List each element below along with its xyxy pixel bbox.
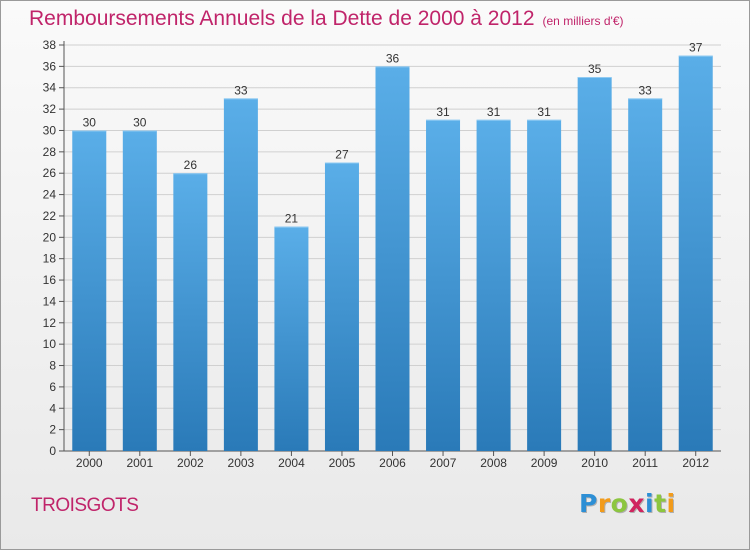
y-tick-label: 20 <box>43 230 57 244</box>
y-tick-label: 0 <box>49 444 56 458</box>
bar-2001 <box>122 130 157 451</box>
y-tick-label: 10 <box>43 337 57 351</box>
y-tick-label: 12 <box>43 316 57 330</box>
x-tick-label-2003: 2003 <box>228 456 255 470</box>
y-tick-label: 22 <box>43 209 57 223</box>
data-label-2008: 31 <box>487 105 501 119</box>
y-tick-label: 6 <box>49 380 56 394</box>
x-tick-label-2009: 2009 <box>531 456 558 470</box>
data-label-2012: 37 <box>689 41 703 55</box>
bar-2005 <box>324 162 359 452</box>
data-label-2006: 36 <box>386 51 400 65</box>
logo-letter: r <box>597 489 611 518</box>
x-tick-label-2011: 2011 <box>632 456 658 470</box>
data-label-2002: 26 <box>184 158 198 172</box>
chart-title: Remboursements Annuels de la Dette de 20… <box>29 7 624 31</box>
y-tick-label: 16 <box>43 273 57 287</box>
data-label-2005: 27 <box>335 148 349 162</box>
data-label-2004: 21 <box>285 212 299 226</box>
y-tick-label: 4 <box>49 401 56 415</box>
y-tick-label: 32 <box>43 102 57 116</box>
bar-2011 <box>628 98 663 451</box>
y-tick-label: 18 <box>43 252 57 266</box>
data-label-2003: 33 <box>234 83 248 97</box>
commune-name: TROISGOTS <box>31 495 139 516</box>
y-tick-label: 26 <box>43 166 57 180</box>
bar-2007 <box>426 119 461 451</box>
x-tick-label-2002: 2002 <box>177 456 204 470</box>
y-tick-label: 30 <box>43 123 57 137</box>
bar-2003 <box>223 98 258 451</box>
data-label-2001: 30 <box>133 115 147 129</box>
bar-2002 <box>173 173 208 452</box>
data-label-2000: 30 <box>83 115 97 129</box>
bar-2008 <box>476 119 511 451</box>
bar-2000 <box>72 130 107 451</box>
y-tick-label: 14 <box>43 294 57 308</box>
logo-letter: x <box>628 489 645 518</box>
logo-letter: o <box>610 489 629 518</box>
x-tick-label-2004: 2004 <box>278 456 305 470</box>
title-text: Remboursements Annuels de la Dette de 20… <box>29 7 535 30</box>
logo-letter: t <box>654 489 667 518</box>
x-tick-label-2008: 2008 <box>480 456 507 470</box>
data-label-2007: 31 <box>436 105 450 119</box>
proxiti-logo[interactable]: Proxiti <box>579 489 676 518</box>
x-tick-label-2007: 2007 <box>430 456 457 470</box>
x-tick-label-2012: 2012 <box>682 456 709 470</box>
logo-letter: i <box>645 489 655 518</box>
logo-letter: i <box>666 489 676 518</box>
data-label-2011: 33 <box>639 83 653 97</box>
data-label-2010: 35 <box>588 62 602 76</box>
y-tick-label: 24 <box>43 188 57 202</box>
data-labels: 30 30 26 33 21 27 36 31 31 31 35 33 37 <box>83 41 703 226</box>
bar-2010 <box>577 77 612 451</box>
y-tick-label: 36 <box>43 59 57 73</box>
y-tick-label: 2 <box>49 423 56 437</box>
x-tick-label-2000: 2000 <box>76 456 103 470</box>
bar-2006 <box>375 66 410 452</box>
x-tick-label-2001: 2001 <box>126 456 153 470</box>
logo-letter: P <box>579 489 598 518</box>
x-tick-label-2006: 2006 <box>379 456 406 470</box>
bars <box>72 55 713 452</box>
bar-2004 <box>274 226 309 451</box>
bar-2009 <box>527 119 562 451</box>
y-tick-label: 34 <box>43 81 57 95</box>
y-tick-label: 38 <box>43 38 57 52</box>
y-tick-label: 28 <box>43 145 57 159</box>
x-tick-label-2005: 2005 <box>329 456 356 470</box>
bar-2012 <box>678 55 713 452</box>
x-tick-label-2010: 2010 <box>581 456 608 470</box>
subtitle-text: (en milliers d'€) <box>542 14 624 28</box>
data-label-2009: 31 <box>537 105 551 119</box>
y-tick-label: 8 <box>49 359 56 373</box>
